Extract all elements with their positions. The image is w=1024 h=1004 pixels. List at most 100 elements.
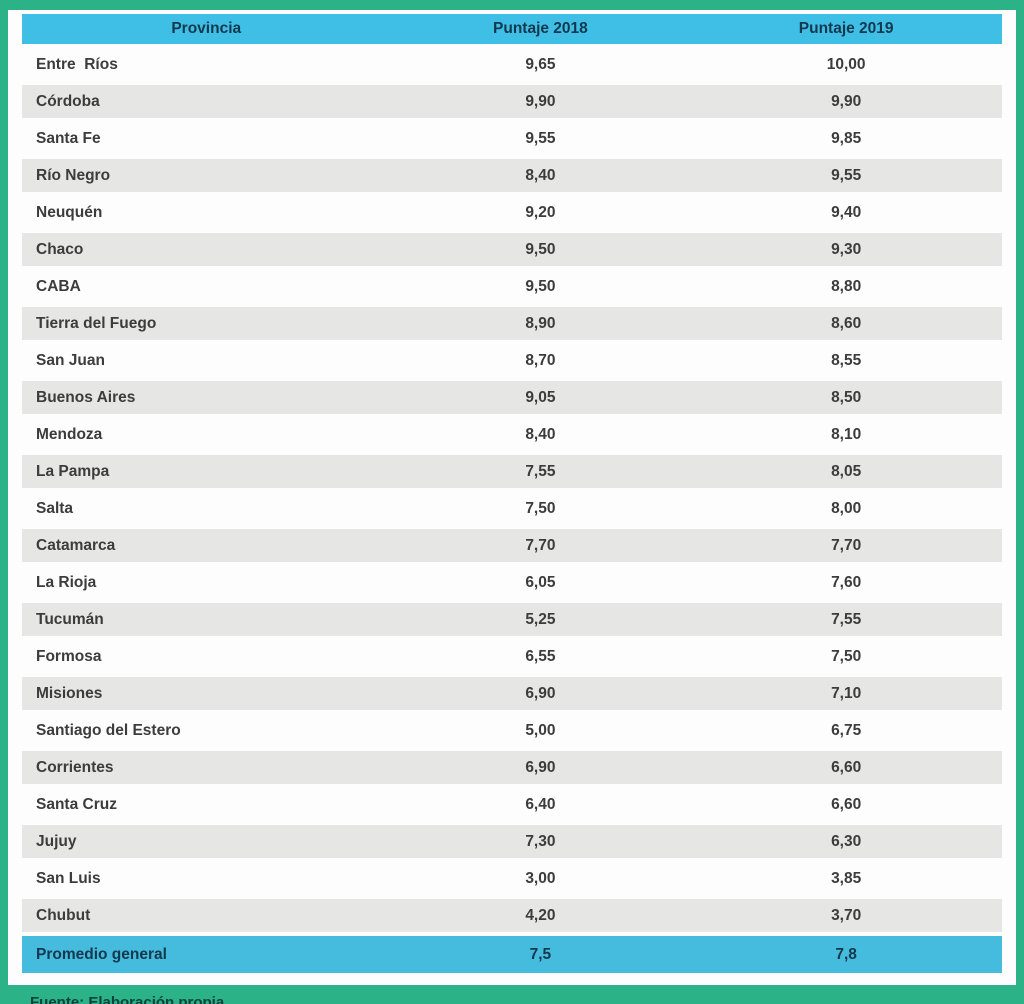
table-body: Entre Ríos 9,65 10,00 Córdoba 9,90 9,90 … bbox=[22, 48, 1002, 936]
score-2018: 6,55 bbox=[525, 647, 556, 665]
source-caption: Fuente: Elaboración propia bbox=[30, 994, 225, 1004]
table-row: La Rioja 6,05 7,60 bbox=[22, 566, 1002, 603]
table-row: Chaco 9,50 9,30 bbox=[22, 233, 1002, 270]
score-2019: 7,55 bbox=[831, 610, 862, 628]
score-2019: 8,55 bbox=[831, 351, 862, 369]
table-row: Neuquén 9,20 9,40 bbox=[22, 196, 1002, 233]
table-row: Corrientes 6,90 6,60 bbox=[22, 751, 1002, 788]
table-row: Tucumán 5,25 7,55 bbox=[22, 603, 1002, 640]
province-name: Salta bbox=[36, 499, 74, 517]
province-name: La Rioja bbox=[36, 573, 97, 591]
province-name: Neuquén bbox=[36, 203, 103, 221]
score-2019: 9,30 bbox=[831, 240, 862, 258]
table-row: Formosa 6,55 7,50 bbox=[22, 640, 1002, 677]
province-name: Santa Cruz bbox=[36, 795, 117, 813]
province-name: Santa Fe bbox=[36, 129, 101, 147]
score-2019: 7,50 bbox=[831, 647, 862, 665]
province-name: Santiago del Estero bbox=[36, 721, 181, 739]
column-header-provincia: Provincia bbox=[171, 20, 242, 37]
score-2018: 9,55 bbox=[525, 129, 556, 147]
score-2019: 7,10 bbox=[831, 684, 862, 702]
score-2019: 9,55 bbox=[831, 166, 862, 184]
score-2018: 6,90 bbox=[525, 684, 556, 702]
table-row: San Juan 8,70 8,55 bbox=[22, 344, 1002, 381]
column-header-puntaje-2018: Puntaje 2018 bbox=[493, 20, 588, 37]
score-2018: 6,40 bbox=[525, 795, 556, 813]
score-2018: 8,90 bbox=[525, 314, 556, 332]
table-row: Mendoza 8,40 8,10 bbox=[22, 418, 1002, 455]
score-2018: 6,05 bbox=[525, 573, 556, 591]
score-2019: 8,10 bbox=[831, 425, 862, 443]
province-name: Chaco bbox=[36, 240, 84, 258]
table-row: Río Negro 8,40 9,55 bbox=[22, 159, 1002, 196]
province-name: Chubut bbox=[36, 906, 91, 924]
score-2019: 6,60 bbox=[831, 758, 862, 776]
score-2018: 8,40 bbox=[525, 166, 556, 184]
province-name: Río Negro bbox=[36, 166, 111, 184]
table-row: Santiago del Estero 5,00 6,75 bbox=[22, 714, 1002, 751]
province-name: San Luis bbox=[36, 869, 101, 887]
score-2019: 8,50 bbox=[831, 388, 862, 406]
table-row: Chubut 4,20 3,70 bbox=[22, 899, 1002, 936]
score-2018: 7,55 bbox=[525, 462, 556, 480]
score-2018: 9,50 bbox=[525, 277, 556, 295]
table-row: Córdoba 9,90 9,90 bbox=[22, 85, 1002, 122]
table-footer-row: Promedio general 7,5 7,8 bbox=[22, 936, 1002, 973]
province-name: Misiones bbox=[36, 684, 103, 702]
score-2019: 7,60 bbox=[831, 573, 862, 591]
score-2018: 9,20 bbox=[525, 203, 556, 221]
table-row: San Luis 3,00 3,85 bbox=[22, 862, 1002, 899]
score-2019: 3,70 bbox=[831, 906, 862, 924]
table-row: Santa Cruz 6,40 6,60 bbox=[22, 788, 1002, 825]
province-name: CABA bbox=[36, 277, 81, 295]
score-2018: 7,70 bbox=[525, 536, 556, 554]
table-row: CABA 9,50 8,80 bbox=[22, 270, 1002, 307]
score-2019: 6,60 bbox=[831, 795, 862, 813]
province-name: Formosa bbox=[36, 647, 102, 665]
table-row: Buenos Aires 9,05 8,50 bbox=[22, 381, 1002, 418]
score-2019: 8,00 bbox=[831, 499, 862, 517]
province-name: Entre Ríos bbox=[36, 55, 118, 73]
province-name: San Juan bbox=[36, 351, 105, 369]
score-2018: 9,65 bbox=[525, 55, 556, 73]
province-name: La Pampa bbox=[36, 462, 110, 480]
table-row: Catamarca 7,70 7,70 bbox=[22, 529, 1002, 566]
score-2018: 5,25 bbox=[525, 610, 556, 628]
score-2019: 9,90 bbox=[831, 92, 862, 110]
score-2018: 5,00 bbox=[525, 721, 556, 739]
province-name: Corrientes bbox=[36, 758, 114, 776]
footer-score-2019: 7,8 bbox=[835, 945, 857, 963]
footer-score-2018: 7,5 bbox=[529, 945, 552, 963]
province-name: Tierra del Fuego bbox=[36, 314, 157, 332]
table-row: Tierra del Fuego 8,90 8,60 bbox=[22, 307, 1002, 344]
table-header-row: Provincia Puntaje 2018 Puntaje 2019 bbox=[22, 14, 1002, 48]
score-2018: 9,50 bbox=[525, 240, 556, 258]
score-2018: 8,40 bbox=[525, 425, 556, 443]
province-name: Mendoza bbox=[36, 425, 103, 443]
score-2019: 6,75 bbox=[831, 721, 862, 739]
score-2018: 9,05 bbox=[525, 388, 556, 406]
province-name: Catamarca bbox=[36, 536, 116, 554]
column-header-puntaje-2019: Puntaje 2019 bbox=[798, 20, 894, 37]
footer-label: Promedio general bbox=[36, 945, 167, 963]
score-2018: 3,00 bbox=[525, 869, 556, 887]
score-2018: 7,50 bbox=[525, 499, 556, 517]
score-2019: 9,40 bbox=[831, 203, 862, 221]
table-row: Misiones 6,90 7,10 bbox=[22, 677, 1002, 714]
score-2018: 8,70 bbox=[525, 351, 556, 369]
score-2019: 6,30 bbox=[831, 832, 862, 850]
provincias-score-table: Provincia Puntaje 2018 Puntaje 2019 Entr… bbox=[22, 14, 1002, 973]
score-2019: 8,60 bbox=[831, 314, 862, 332]
province-name: Buenos Aires bbox=[36, 388, 136, 406]
score-2018: 6,90 bbox=[525, 758, 556, 776]
score-2019: 8,80 bbox=[831, 277, 862, 295]
table-row: Entre Ríos 9,65 10,00 bbox=[22, 48, 1002, 85]
table-panel: Provincia Puntaje 2018 Puntaje 2019 Entr… bbox=[8, 10, 1016, 985]
province-name: Jujuy bbox=[36, 832, 77, 850]
table-row: Jujuy 7,30 6,30 bbox=[22, 825, 1002, 862]
table-row: La Pampa 7,55 8,05 bbox=[22, 455, 1002, 492]
province-name: Tucumán bbox=[36, 610, 104, 628]
table-row: Salta 7,50 8,00 bbox=[22, 492, 1002, 529]
score-2018: 7,30 bbox=[525, 832, 556, 850]
score-2018: 9,90 bbox=[525, 92, 556, 110]
